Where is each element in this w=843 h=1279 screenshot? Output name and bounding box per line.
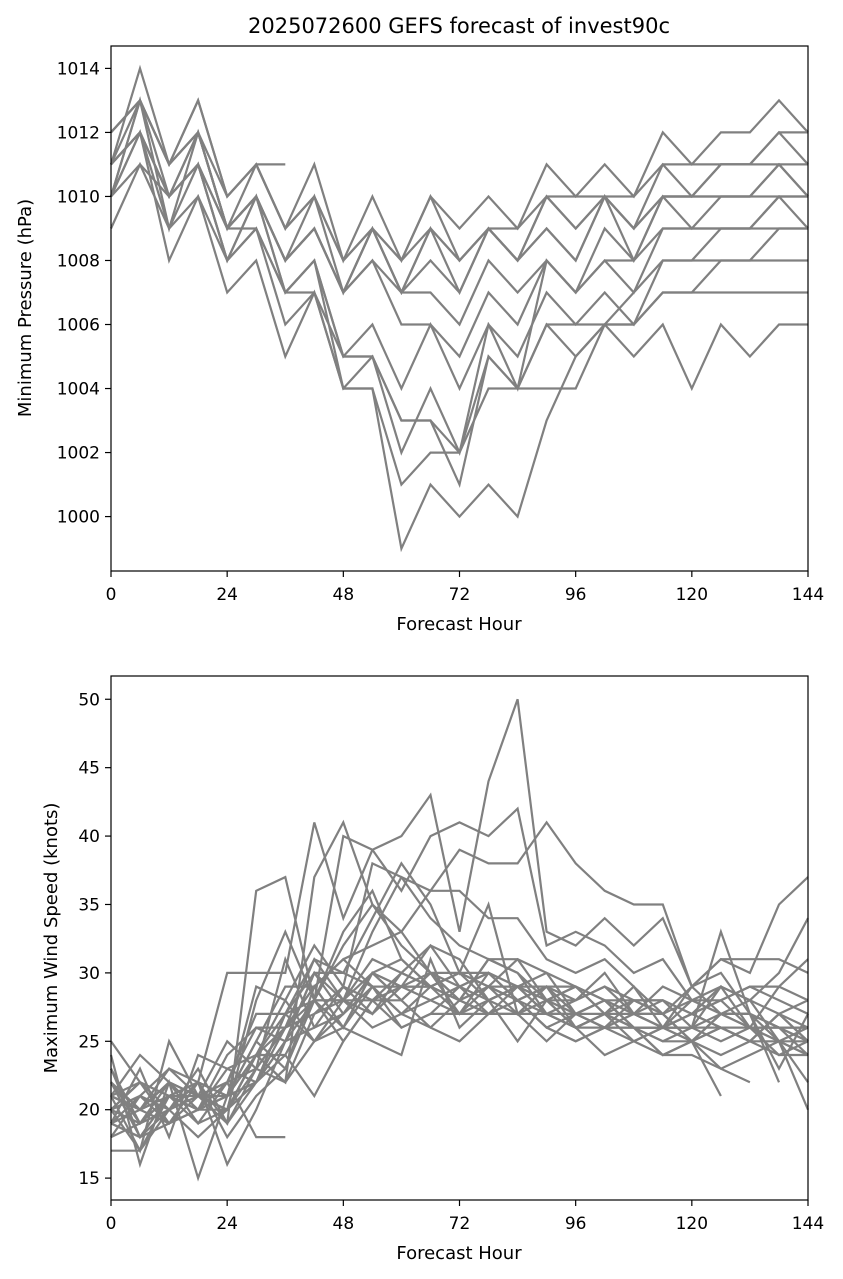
wind-x-tick-label: 48 [333,1214,355,1234]
wind-y-tick-label: 20 [78,1101,100,1121]
pressure-series-line-12 [110,130,808,489]
wind-x-tick-label: 96 [565,1214,587,1234]
pressure-y-axis: 1000 1002 1004 1006 1008 1010 1012 1014 [57,59,111,528]
pressure-x-tick-label: 0 [106,585,117,605]
pressure-series-line-15 [110,98,809,263]
chart-title: 2025072600 GEFS forecast of invest90c [248,14,670,38]
pressure-x-tick-label: 72 [449,585,471,605]
pressure-x-tick-label: 144 [792,585,824,605]
pressure-series-group [109,64,809,553]
wind-x-tick-label: 0 [106,1214,117,1234]
pressure-y-axis-label: Minimum Pressure (hPa) [15,199,36,417]
wind-panel: 0 24 48 72 96 120 144 15 20 25 30 35 40 45 50 Forecas… [41,675,824,1264]
pressure-y-tick-label: 1014 [57,59,100,79]
wind-y-tick-label: 50 [78,690,100,710]
pressure-y-tick-label: 1002 [57,444,100,464]
wind-x-tick-label: 24 [216,1214,238,1234]
wind-y-tick-label: 30 [78,964,100,984]
wind-series-line-27 [110,985,722,1126]
wind-x-axis: 0 24 48 72 96 120 144 [106,1200,824,1234]
pressure-x-tick-label: 48 [333,585,355,605]
pressure-y-tick-label: 1010 [57,187,100,207]
wind-x-tick-label: 120 [676,1214,708,1234]
pressure-series-line-14 [110,129,808,296]
pressure-y-tick-label: 1008 [57,251,100,271]
wind-y-tick-label: 35 [78,895,100,915]
wind-y-tick-label: 40 [78,827,100,847]
wind-series-line-28 [110,928,781,1112]
wind-series-line-10 [110,943,809,1168]
pressure-series-line-7 [109,161,808,455]
wind-y-tick-label: 15 [78,1169,100,1189]
wind-y-tick-label: 45 [78,759,100,779]
pressure-x-tick-label: 96 [565,585,587,605]
pressure-y-tick-label: 1012 [57,123,100,143]
wind-x-tick-label: 72 [449,1214,471,1234]
wind-x-tick-label: 144 [792,1214,824,1234]
pressure-x-tick-label: 120 [676,585,708,605]
pressure-x-tick-label: 24 [216,585,238,605]
pressure-y-tick-label: 1000 [57,508,100,528]
pressure-y-tick-label: 1004 [57,380,100,400]
wind-y-axis-label: Maximum Wind Speed (knots) [41,803,62,1074]
wind-y-axis: 15 20 25 30 35 40 45 50 [78,690,111,1189]
pressure-x-axis: 0 24 48 72 96 120 144 [106,571,824,605]
wind-series-group [109,698,810,1182]
pressure-panel: 2025072600 GEFS forecast of invest90c 0 2… [15,14,824,635]
wind-series-line-23 [110,971,809,1126]
wind-x-axis-label: Forecast Hour [396,1243,522,1264]
pressure-x-axis-label: Forecast Hour [396,614,522,635]
pressure-y-tick-label: 1006 [57,316,100,336]
pressure-plot-frame [110,45,809,572]
wind-y-tick-label: 25 [78,1032,100,1052]
